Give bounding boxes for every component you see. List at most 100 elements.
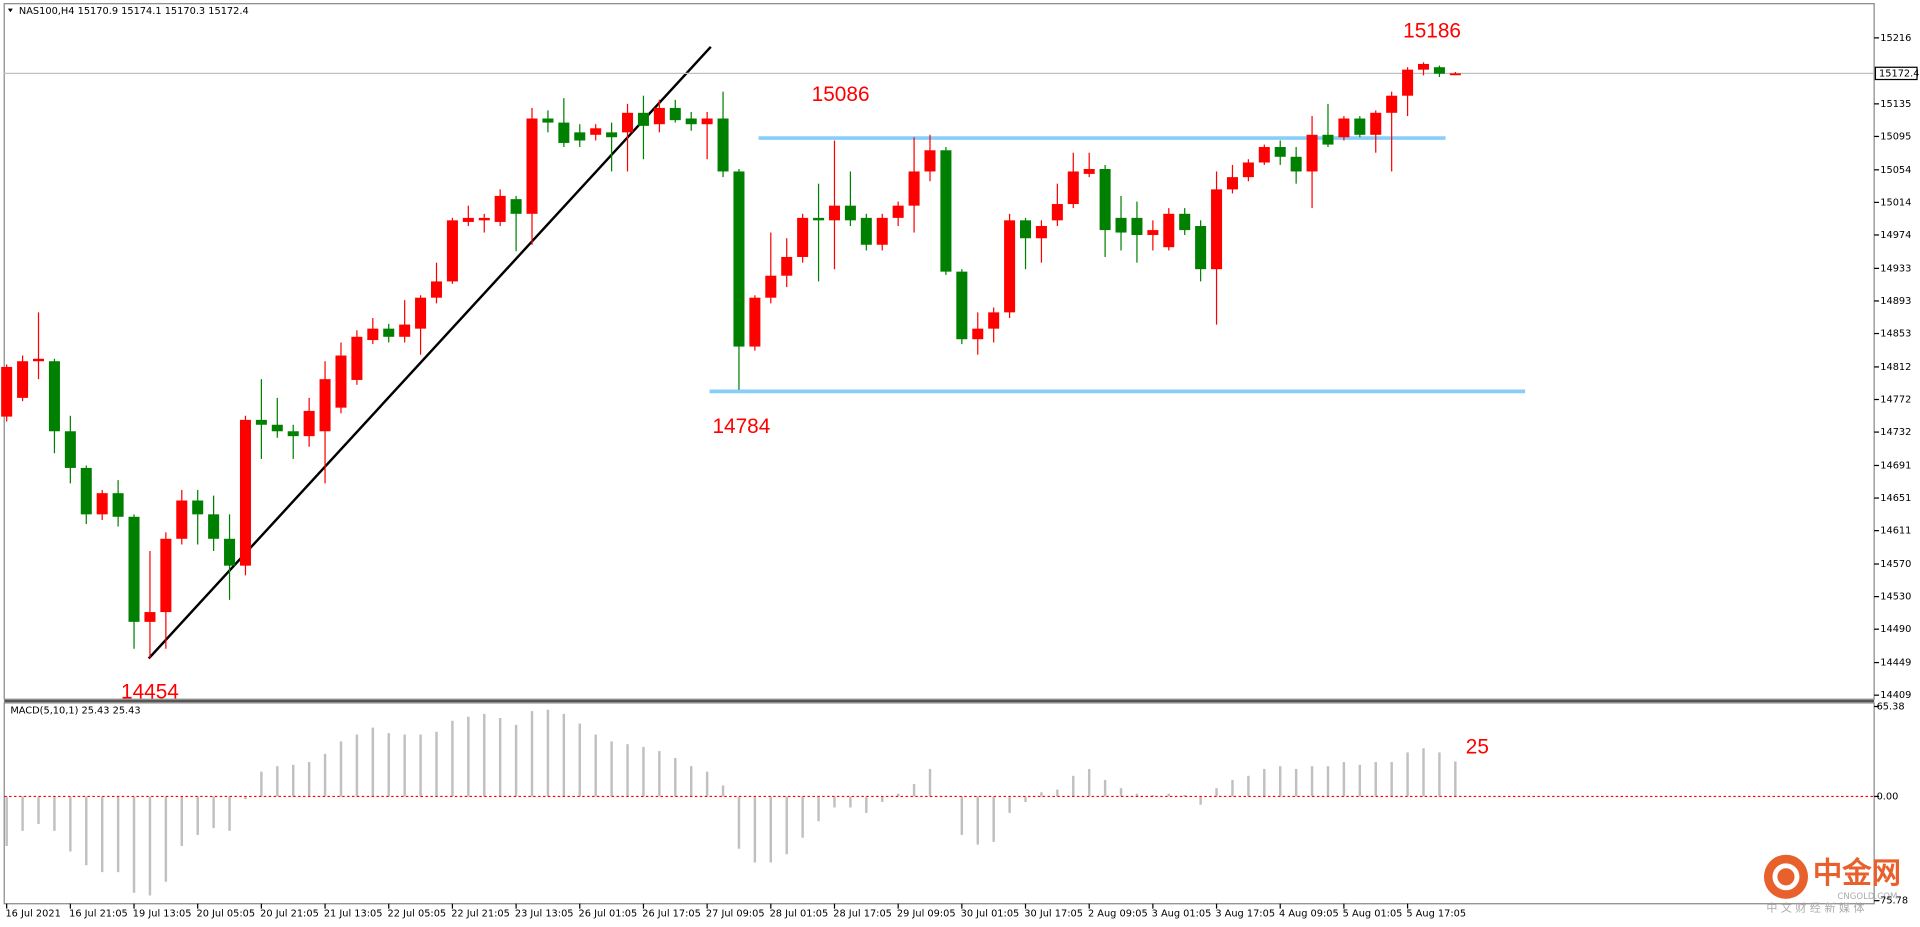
x-tick-label: 2 Aug 09:05 (1088, 909, 1148, 920)
price-pane (3, 3, 1875, 700)
y-tick-label: 14651 (1880, 493, 1911, 504)
candle-body (48, 361, 60, 432)
price-label-box (1874, 66, 1918, 81)
candle-body (637, 112, 649, 126)
y-tick-label: 15135 (1880, 99, 1911, 110)
x-tick-label: 22 Jul 05:05 (388, 909, 447, 920)
macd-pane (3, 702, 1875, 905)
candle-body (940, 150, 952, 272)
x-tick-label: 20 Jul 21:05 (260, 909, 319, 920)
y-tick-label: 14691 (1880, 460, 1911, 471)
candle-body (1163, 213, 1175, 248)
candle-body (64, 431, 76, 468)
candle-body (606, 132, 618, 138)
candle-body (717, 118, 729, 172)
y-tick-label: 14490 (1880, 624, 1911, 635)
x-tick-label: 19 Jul 13:05 (133, 909, 192, 920)
y-tick-label: -75.78 (1877, 896, 1909, 907)
candle-body (271, 424, 283, 432)
x-tick-label: 5 Aug 17:05 (1406, 909, 1466, 920)
candle-body (510, 199, 522, 214)
candle-body (319, 379, 331, 432)
candle-body (192, 500, 204, 515)
x-tick-label: 23 Jul 13:05 (515, 909, 574, 920)
candle-body (112, 493, 124, 517)
watermark: 中金网 CNGOLD.COM 中 文 财 经 新 媒 体 (1763, 854, 1901, 915)
y-tick-label: 14853 (1880, 329, 1911, 340)
x-tick-label: 22 Jul 21:05 (451, 909, 510, 920)
candle-body (669, 107, 681, 121)
watermark-site: CNGOLD.COM (1837, 892, 1897, 902)
candle-body (1067, 171, 1079, 205)
candle-body (128, 516, 140, 622)
candle-body (399, 324, 411, 337)
candle-body (1179, 213, 1191, 231)
candle-body (1020, 220, 1032, 239)
candle-body (1338, 118, 1350, 138)
candle-body (446, 220, 458, 282)
candle-body (1370, 112, 1382, 135)
candle-body (685, 118, 697, 125)
candle-body (526, 118, 538, 214)
candle-body (1386, 95, 1398, 113)
candle-body (1147, 230, 1159, 235)
candle-body (1226, 177, 1238, 190)
candle-body (430, 281, 443, 298)
candle-body (1, 366, 13, 417)
candle-body (1322, 134, 1334, 145)
candle-body (1354, 118, 1366, 135)
price-label: 15172.4 (1879, 68, 1919, 79)
y-tick-label: 14974 (1880, 230, 1911, 241)
candle-body (478, 217, 490, 221)
candle-body (876, 217, 888, 245)
x-tick-label: 30 Jul 17:05 (1024, 909, 1083, 920)
candle-body (335, 355, 347, 408)
candle-body (1417, 63, 1430, 70)
y-tick-label: 14611 (1880, 526, 1911, 537)
candle-body (1051, 204, 1063, 221)
candle-body (1258, 147, 1270, 163)
candle-body (781, 256, 793, 276)
candle-body (590, 128, 602, 135)
chart-title: NAS100,H4 15170.9 15174.1 15170.3 15172.… (19, 6, 249, 17)
candle-body (860, 217, 872, 245)
y-tick-label: 14772 (1880, 395, 1911, 406)
candle-body (462, 217, 474, 222)
candle-body (33, 358, 45, 362)
candle-body (351, 336, 363, 380)
x-tick-label: 20 Jul 05:05 (196, 909, 255, 920)
watermark-tagline: 中 文 财 经 新 媒 体 (1766, 901, 1864, 915)
candle-body (1290, 156, 1302, 172)
y-tick-label: 15054 (1880, 165, 1911, 176)
candle-body (765, 275, 777, 298)
candle-body (1449, 73, 1461, 76)
y-tick-label: 14812 (1880, 362, 1911, 373)
candle-body (303, 410, 315, 437)
x-tick-label: 26 Jul 01:05 (579, 909, 638, 920)
y-tick-label: 14570 (1880, 559, 1911, 570)
x-tick-label: 16 Jul 2021 (5, 909, 60, 920)
annotation: 15186 (1403, 19, 1461, 42)
candle-body (1433, 67, 1445, 74)
candle-body (1402, 69, 1414, 96)
x-tick-label: 16 Jul 21:05 (69, 909, 128, 920)
y-tick-label: 14449 (1880, 658, 1911, 669)
candle-body (749, 297, 761, 347)
candle-body (1131, 217, 1143, 235)
annotation: 25 (1466, 736, 1489, 759)
candle-body (542, 118, 554, 123)
y-tick-label: 14530 (1880, 592, 1911, 603)
candle-body (80, 467, 92, 515)
candle-body (176, 500, 188, 539)
logo-circle (1763, 854, 1809, 899)
candle-body (653, 107, 665, 125)
candle-body (1004, 220, 1016, 313)
candle-body (367, 328, 379, 341)
candle-body (17, 361, 29, 398)
candle-body (287, 431, 299, 437)
y-tick-label: 14893 (1880, 296, 1911, 307)
candle-body (813, 217, 825, 221)
x-tick-label: 29 Jul 09:05 (897, 909, 956, 920)
candle-body (701, 118, 713, 125)
